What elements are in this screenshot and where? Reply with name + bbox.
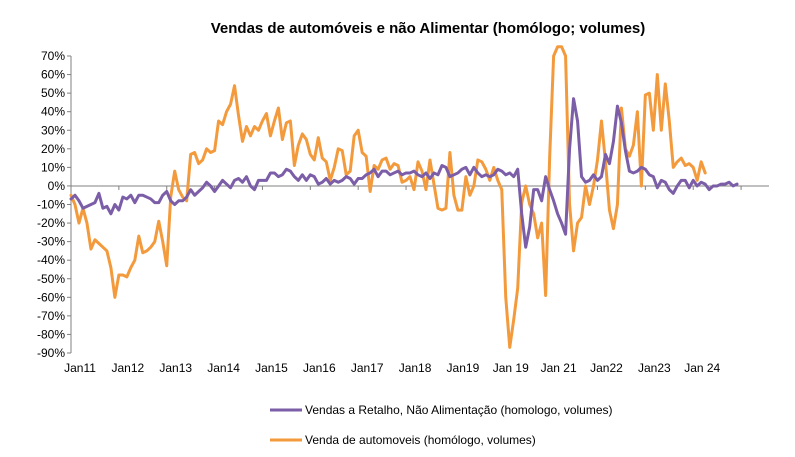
y-tick-label: -90% <box>37 346 65 360</box>
y-tick-label: -60% <box>37 290 65 304</box>
legend-label-1: Vendas a Retalho, Não Alimentação (homol… <box>305 403 613 417</box>
y-tick-label: 60% <box>41 68 65 82</box>
series-line-1 <box>69 97 739 249</box>
x-tick-label: Jan 19 <box>493 361 529 375</box>
series-line-2 <box>69 45 707 349</box>
y-tick-label: 20% <box>41 142 65 156</box>
y-tick-label: -50% <box>37 272 65 286</box>
x-tick-label: Jan19 <box>447 361 480 375</box>
x-tick-label: Jan12 <box>112 361 145 375</box>
legend-label-2: Venda de automoveis (homólogo, volumes) <box>305 433 536 447</box>
y-axis: 70% 60% 50% 40% 30% 20% 10% 0% -10% -20% -30% -40% -… <box>37 49 72 360</box>
x-tick-label: Jan22 <box>590 361 623 375</box>
x-tick-label: Jan 21 <box>541 361 577 375</box>
y-tick-label: -80% <box>37 327 65 341</box>
x-tick-label: Jan14 <box>207 361 240 375</box>
x-tick-label: Jan18 <box>399 361 432 375</box>
x-tick-label: Jan15 <box>255 361 288 375</box>
x-tick-label: Jan13 <box>159 361 192 375</box>
y-tick-label: -70% <box>37 309 65 323</box>
series-layer <box>69 45 739 349</box>
y-tick-label: -10% <box>37 198 65 212</box>
y-tick-label: -20% <box>37 216 65 230</box>
x-tick-label: Jan23 <box>638 361 671 375</box>
y-tick-label: 50% <box>41 86 65 100</box>
y-tick-label: 10% <box>41 160 65 174</box>
y-tick-label: -30% <box>37 235 65 249</box>
x-tick-label: Jan17 <box>351 361 384 375</box>
legend: Vendas a Retalho, Não Alimentação (homol… <box>270 403 613 447</box>
x-tick-label: Jan11 <box>64 361 96 375</box>
y-tick-label: -40% <box>37 253 65 267</box>
x-tick-label: Jan 24 <box>684 361 720 375</box>
chart-title: Vendas de automóveis e não Alimentar (ho… <box>211 20 646 37</box>
y-tick-label: 30% <box>41 123 65 137</box>
x-tick-label: Jan16 <box>303 361 336 375</box>
y-tick-label: 70% <box>41 49 65 63</box>
y-tick-label: 40% <box>41 105 65 119</box>
y-tick-label: 0% <box>48 179 66 193</box>
